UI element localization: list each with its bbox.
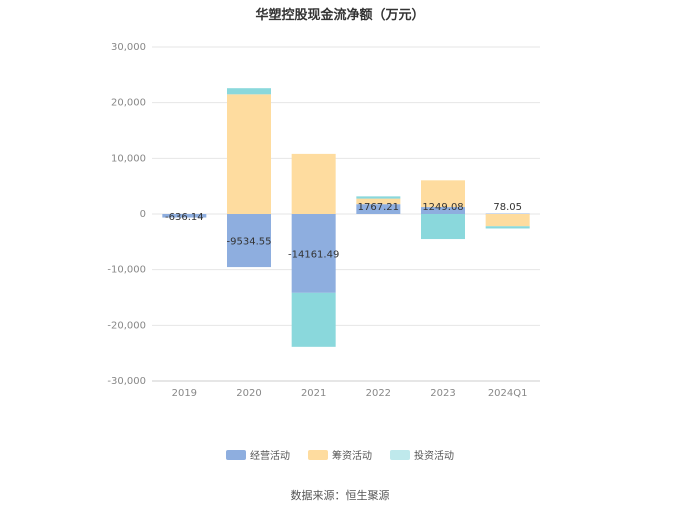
bar-operating-2023[interactable]	[421, 207, 465, 214]
legend-label-investing: 投资活动	[414, 451, 454, 462]
x-tick-label: 2024Q1	[488, 388, 528, 399]
legend-item-operating[interactable]: 经营活动	[226, 447, 290, 462]
bar-operating-2019[interactable]	[162, 214, 207, 218]
legend: 经营活动 筹资活动 投资活动	[0, 447, 680, 462]
y-tick-label: -10,000	[107, 265, 146, 276]
x-tick-label: 2020	[236, 388, 261, 399]
bar-operating-2022[interactable]	[356, 204, 401, 214]
label-layer: -636.14 -9534.55 -14161.49 1767.21 1249.08 78…	[165, 202, 522, 260]
data-label-2019: -636.14	[165, 212, 204, 223]
legend-label-operating: 经营活动	[250, 451, 290, 462]
y-tick-label: 30,000	[111, 42, 146, 53]
legend-label-financing: 筹资活动	[332, 451, 372, 462]
source-text: 数据来源：恒生聚源	[290, 489, 390, 502]
legend-item-financing[interactable]: 筹资活动	[308, 447, 372, 462]
y-tick-label: 0	[140, 209, 146, 220]
y-tick-label: 20,000	[111, 98, 146, 109]
data-label-2023: 1249.08	[422, 202, 463, 213]
legend-swatch-operating	[226, 449, 246, 460]
bar-investing-2024Q1[interactable]	[485, 226, 530, 229]
bar-financing-2022[interactable]	[356, 198, 401, 205]
y-tick-label: 10,000	[111, 153, 146, 164]
legend-swatch-investing	[390, 449, 410, 460]
bar-layer	[162, 88, 530, 347]
legend-swatch-financing	[308, 449, 328, 460]
x-tick-label: 2023	[430, 388, 455, 399]
bar-investing-2020[interactable]	[227, 88, 271, 95]
y-tick-label: -20,000	[107, 320, 146, 331]
bar-financing-2023[interactable]	[421, 180, 465, 208]
bar-investing-2022[interactable]	[356, 196, 401, 199]
bar-investing-2023[interactable]	[421, 214, 465, 240]
data-label-2021: -14161.49	[288, 249, 339, 260]
bar-financing-2020[interactable]	[227, 94, 271, 214]
bar-financing-2021[interactable]	[291, 153, 336, 214]
x-tick-label: 2019	[172, 388, 197, 399]
y-tick-label: -30,000	[107, 376, 146, 387]
bar-financing-2024Q1[interactable]	[485, 214, 530, 227]
legend-item-investing[interactable]: 投资活动	[390, 447, 454, 462]
grid-layer	[152, 46, 540, 382]
data-label-2020: -9534.55	[227, 237, 272, 248]
axis-layer: 30,000 20,000 10,000 0 -10,000 -20,000 -30,000…	[107, 42, 540, 399]
chart-title: 华塑控股现金流净额（万元）	[255, 8, 425, 23]
x-tick-label: 2021	[301, 388, 326, 399]
data-label-2024Q1: 78.05	[493, 202, 522, 213]
bar-operating-2020[interactable]	[227, 214, 271, 268]
bar-operating-2021[interactable]	[291, 214, 336, 293]
data-label-2022: 1767.21	[358, 202, 399, 213]
x-tick-label: 2022	[366, 388, 391, 399]
bar-investing-2021[interactable]	[291, 292, 336, 347]
